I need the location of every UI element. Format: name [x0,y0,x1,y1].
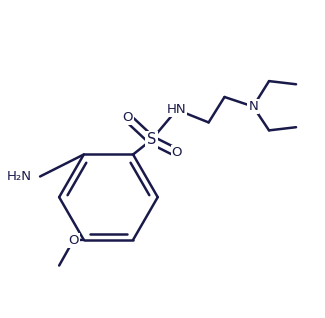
Text: HN: HN [167,103,187,116]
Text: H₂N: H₂N [7,170,32,183]
Text: O: O [172,146,182,159]
Text: O: O [68,234,79,246]
Text: S: S [147,132,156,148]
Text: O: O [122,111,133,124]
Text: N: N [248,100,258,113]
